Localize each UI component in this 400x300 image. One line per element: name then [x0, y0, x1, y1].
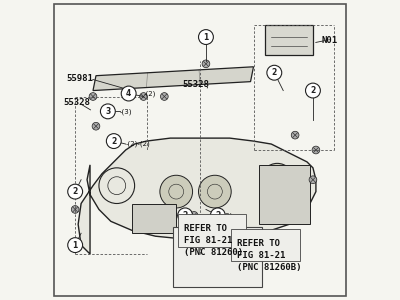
Text: 55328: 55328: [63, 98, 90, 107]
FancyBboxPatch shape: [178, 214, 246, 247]
PathPatch shape: [93, 67, 254, 91]
Text: 55328: 55328: [182, 80, 209, 89]
Circle shape: [71, 206, 79, 213]
Circle shape: [312, 146, 320, 154]
Circle shape: [261, 164, 294, 196]
PathPatch shape: [132, 203, 176, 233]
Text: 1: 1: [72, 241, 78, 250]
Text: 2: 2: [111, 136, 116, 146]
Circle shape: [68, 238, 82, 253]
Text: 1: 1: [203, 33, 208, 42]
Text: 2: 2: [272, 68, 277, 77]
Text: 3: 3: [105, 107, 110, 116]
Text: -(3): -(3): [120, 108, 132, 115]
Circle shape: [106, 134, 121, 148]
PathPatch shape: [265, 25, 313, 55]
FancyBboxPatch shape: [231, 229, 300, 262]
Circle shape: [140, 93, 147, 101]
Circle shape: [160, 93, 168, 101]
Circle shape: [198, 30, 213, 44]
Circle shape: [92, 122, 100, 130]
Text: -(2): -(2): [144, 90, 156, 97]
Text: -(2)-(2): -(2)-(2): [126, 141, 150, 147]
Text: REFER TO
FIG 81-21
(PNC 81260B): REFER TO FIG 81-21 (PNC 81260B): [237, 239, 302, 272]
Text: 55981: 55981: [66, 74, 93, 83]
FancyBboxPatch shape: [54, 4, 346, 296]
Circle shape: [202, 60, 210, 68]
PathPatch shape: [78, 138, 316, 254]
Text: N01: N01: [322, 35, 338, 44]
Circle shape: [306, 83, 320, 98]
Text: REFER TO
FIG 81-21
(PNC 81260): REFER TO FIG 81-21 (PNC 81260): [184, 224, 243, 257]
Circle shape: [68, 184, 82, 199]
Circle shape: [198, 175, 231, 208]
FancyBboxPatch shape: [173, 227, 262, 287]
Text: 2: 2: [182, 211, 188, 220]
Text: 4: 4: [126, 89, 131, 98]
Circle shape: [267, 65, 282, 80]
Circle shape: [190, 212, 198, 219]
Text: 2: 2: [72, 187, 78, 196]
Text: 2: 2: [215, 211, 220, 220]
Circle shape: [89, 93, 97, 101]
Text: 2: 2: [310, 86, 316, 95]
Circle shape: [210, 208, 225, 223]
Circle shape: [291, 131, 299, 139]
PathPatch shape: [260, 165, 310, 224]
Circle shape: [121, 86, 136, 101]
Circle shape: [100, 104, 115, 119]
Text: -(2): -(2): [221, 212, 233, 219]
Circle shape: [309, 176, 317, 184]
Circle shape: [160, 175, 192, 208]
Circle shape: [178, 208, 192, 223]
